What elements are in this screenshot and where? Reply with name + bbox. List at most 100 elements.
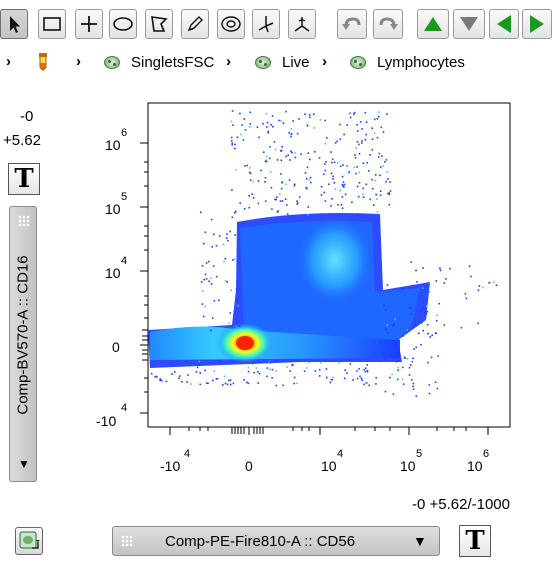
- event-dot: [267, 130, 270, 133]
- event-dot: [230, 324, 233, 327]
- swap-axes-button[interactable]: [15, 527, 43, 555]
- move-down-button[interactable]: [453, 9, 485, 39]
- event-dot: [174, 371, 176, 373]
- event-dot: [359, 375, 361, 378]
- breadcrumb-singletsfsc[interactable]: SingletsFSC: [131, 54, 215, 71]
- x-text-button[interactable]: T: [459, 525, 491, 557]
- breadcrumb-lymphocytes[interactable]: Lymphocytes: [377, 54, 465, 71]
- event-dot: [420, 322, 423, 324]
- event-dot: [320, 194, 323, 196]
- event-dot: [383, 304, 385, 307]
- event-dot: [351, 201, 353, 203]
- event-dot: [198, 363, 200, 366]
- next-button[interactable]: [522, 9, 552, 39]
- event-dot: [364, 138, 367, 141]
- event-dot: [226, 233, 228, 235]
- event-dot: [460, 326, 463, 329]
- event-dot: [303, 370, 306, 372]
- event-dot: [392, 324, 394, 327]
- event-dot: [464, 293, 467, 295]
- event-dot: [427, 361, 429, 364]
- event-dot: [409, 364, 412, 366]
- ellipse-gate-tool[interactable]: [109, 9, 137, 39]
- event-dot: [282, 122, 285, 124]
- event-dot: [371, 149, 374, 151]
- gate-combine-icon: [221, 16, 241, 32]
- event-dot: [332, 178, 334, 180]
- quadrant-gate-tool[interactable]: [75, 9, 103, 39]
- event-dot: [208, 260, 210, 263]
- event-dot: [201, 290, 204, 292]
- event-dot: [270, 186, 273, 189]
- previous-button[interactable]: [489, 9, 519, 39]
- event-dot: [376, 198, 378, 200]
- event-dot: [331, 198, 333, 200]
- event-dot: [246, 381, 248, 384]
- event-dot: [379, 190, 382, 192]
- event-dot: [280, 150, 282, 152]
- web-gate-tool[interactable]: [288, 9, 316, 39]
- event-dot: [388, 192, 391, 194]
- event-dot: [376, 211, 379, 213]
- freehand-gate-tool[interactable]: [181, 9, 209, 39]
- move-up-button[interactable]: [417, 9, 449, 39]
- event-dot: [395, 360, 398, 363]
- event-dot: [190, 383, 192, 385]
- polygon-gate-tool[interactable]: [145, 9, 173, 39]
- event-dot: [288, 179, 291, 181]
- event-dot: [422, 306, 424, 309]
- event-dot: [362, 193, 364, 195]
- triangle-right-icon: [530, 15, 544, 33]
- event-dot: [185, 360, 188, 363]
- event-dot: [205, 278, 208, 280]
- event-dot: [275, 384, 278, 387]
- event-dot: [371, 178, 373, 181]
- event-dot: [228, 322, 230, 325]
- y-parameter-selector[interactable]: Comp-BV570-A :: CD16 ▼: [9, 206, 37, 482]
- event-dot: [237, 304, 239, 307]
- event-dot: [319, 361, 322, 364]
- event-dot: [249, 111, 251, 114]
- event-dot: [437, 355, 439, 357]
- pointer-tool[interactable]: [0, 9, 28, 39]
- undo-icon: [342, 17, 361, 30]
- event-dot: [240, 133, 242, 136]
- event-dot: [276, 360, 278, 362]
- event-dot: [222, 243, 225, 246]
- event-dot: [379, 194, 382, 197]
- event-dot: [331, 360, 334, 362]
- event-dot: [389, 190, 392, 192]
- event-dot: [305, 186, 307, 189]
- breadcrumb-live[interactable]: Live: [282, 54, 310, 71]
- sample-tube-icon[interactable]: [36, 52, 50, 74]
- event-dot: [215, 378, 218, 380]
- event-dot: [488, 281, 491, 284]
- event-dot: [366, 161, 369, 164]
- event-dot: [235, 210, 237, 213]
- event-dot: [478, 285, 481, 287]
- boolean-gate-tool[interactable]: [217, 9, 245, 39]
- pencil-icon: [187, 16, 203, 32]
- x-tick-label: 10: [321, 458, 337, 474]
- event-dot: [159, 379, 161, 382]
- rectangle-gate-tool[interactable]: [38, 9, 66, 39]
- redo-button[interactable]: [373, 9, 403, 39]
- event-dot: [285, 183, 287, 186]
- undo-button[interactable]: [337, 9, 367, 39]
- event-dot: [342, 164, 344, 166]
- event-dot: [274, 198, 276, 201]
- x-parameter-selector[interactable]: Comp-PE-Fire810-A :: CD56 ▼: [112, 526, 440, 556]
- event-dot: [296, 202, 299, 204]
- y-text-button[interactable]: T: [8, 163, 40, 195]
- event-dot: [293, 184, 296, 187]
- event-dot: [386, 284, 389, 286]
- event-dot: [198, 360, 201, 363]
- spider-gate-tool[interactable]: [252, 9, 280, 39]
- event-dot: [230, 289, 232, 291]
- event-dot: [280, 173, 282, 175]
- event-dot: [339, 123, 341, 126]
- event-dot: [234, 143, 236, 146]
- event-dot: [211, 317, 214, 319]
- event-dot: [439, 269, 442, 272]
